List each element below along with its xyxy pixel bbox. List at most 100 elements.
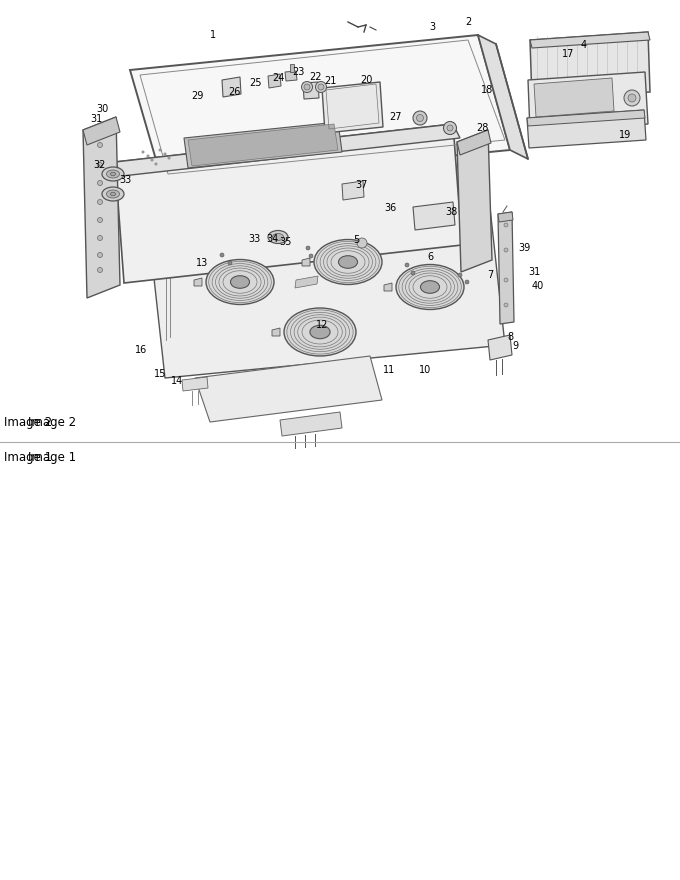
Polygon shape	[290, 64, 294, 72]
Ellipse shape	[102, 167, 124, 181]
Polygon shape	[413, 202, 455, 230]
Polygon shape	[222, 77, 241, 97]
Circle shape	[306, 246, 310, 250]
Text: 31: 31	[90, 114, 102, 124]
Polygon shape	[384, 283, 392, 291]
Text: 27: 27	[389, 112, 401, 122]
Circle shape	[405, 263, 409, 267]
Polygon shape	[295, 276, 318, 288]
Polygon shape	[150, 208, 505, 378]
Text: 36: 36	[384, 203, 396, 213]
Ellipse shape	[110, 192, 116, 195]
Text: 15: 15	[154, 369, 166, 379]
Polygon shape	[488, 335, 512, 360]
Ellipse shape	[102, 187, 124, 201]
Text: 35: 35	[279, 237, 291, 247]
Text: 22: 22	[309, 72, 321, 82]
Polygon shape	[527, 110, 645, 126]
Ellipse shape	[231, 275, 250, 289]
Polygon shape	[184, 122, 342, 168]
Ellipse shape	[206, 260, 274, 304]
Text: 20: 20	[360, 75, 372, 85]
Polygon shape	[115, 124, 462, 283]
Polygon shape	[130, 35, 510, 184]
Circle shape	[504, 303, 508, 307]
Circle shape	[97, 236, 103, 240]
Text: 14: 14	[171, 376, 183, 386]
Ellipse shape	[413, 111, 427, 125]
Ellipse shape	[304, 84, 310, 90]
Polygon shape	[498, 212, 514, 324]
Text: 39: 39	[518, 243, 530, 253]
Ellipse shape	[107, 190, 120, 198]
Circle shape	[458, 273, 462, 277]
Polygon shape	[182, 377, 208, 391]
Circle shape	[97, 143, 103, 148]
Text: 1: 1	[210, 30, 216, 40]
Circle shape	[411, 271, 415, 275]
Text: 2: 2	[465, 17, 471, 27]
Circle shape	[628, 94, 636, 102]
Text: 38: 38	[445, 207, 457, 217]
Text: 25: 25	[249, 78, 261, 88]
Text: 40: 40	[532, 281, 544, 291]
Polygon shape	[528, 72, 648, 132]
Circle shape	[504, 248, 508, 252]
Circle shape	[97, 253, 103, 258]
Circle shape	[159, 149, 161, 151]
Ellipse shape	[273, 233, 284, 240]
Text: 24: 24	[272, 73, 284, 83]
Ellipse shape	[284, 308, 356, 356]
Circle shape	[504, 278, 508, 282]
Circle shape	[155, 163, 157, 165]
Circle shape	[465, 280, 469, 284]
Circle shape	[97, 200, 103, 204]
Text: 30: 30	[96, 104, 108, 114]
Polygon shape	[83, 117, 120, 145]
Text: 12: 12	[316, 320, 328, 330]
Ellipse shape	[316, 82, 326, 92]
Text: 11: 11	[383, 365, 395, 375]
Ellipse shape	[268, 231, 288, 244]
Polygon shape	[115, 124, 460, 176]
Circle shape	[97, 180, 103, 186]
Polygon shape	[272, 328, 280, 336]
Text: 13: 13	[196, 258, 208, 268]
Polygon shape	[498, 212, 513, 222]
Polygon shape	[188, 124, 338, 166]
Circle shape	[147, 155, 149, 158]
Polygon shape	[268, 74, 281, 88]
Ellipse shape	[110, 172, 116, 176]
Ellipse shape	[318, 84, 324, 90]
Text: 26: 26	[228, 87, 240, 97]
Text: Image 1: Image 1	[28, 451, 76, 464]
Polygon shape	[303, 82, 319, 99]
Ellipse shape	[107, 170, 120, 178]
Ellipse shape	[443, 121, 456, 135]
Text: 18: 18	[481, 85, 493, 95]
Polygon shape	[534, 78, 614, 117]
Ellipse shape	[420, 281, 439, 293]
Polygon shape	[302, 258, 310, 266]
Text: Image 1: Image 1	[4, 451, 52, 464]
Circle shape	[220, 253, 224, 257]
Text: 33: 33	[248, 234, 260, 244]
Ellipse shape	[301, 82, 313, 92]
Ellipse shape	[396, 265, 464, 310]
Text: 9: 9	[512, 341, 518, 351]
Text: 4: 4	[581, 40, 587, 50]
Text: 32: 32	[92, 160, 105, 170]
Polygon shape	[285, 71, 297, 81]
Text: 28: 28	[476, 123, 488, 133]
Text: 19: 19	[619, 130, 631, 140]
Text: 29: 29	[191, 91, 203, 101]
Circle shape	[97, 163, 103, 167]
Text: 31: 31	[528, 267, 540, 277]
Circle shape	[309, 254, 313, 258]
Text: 37: 37	[355, 180, 367, 190]
Text: 8: 8	[507, 332, 513, 342]
Circle shape	[97, 217, 103, 223]
Text: 5: 5	[353, 235, 359, 245]
Polygon shape	[342, 181, 364, 200]
Text: 23: 23	[292, 67, 304, 77]
